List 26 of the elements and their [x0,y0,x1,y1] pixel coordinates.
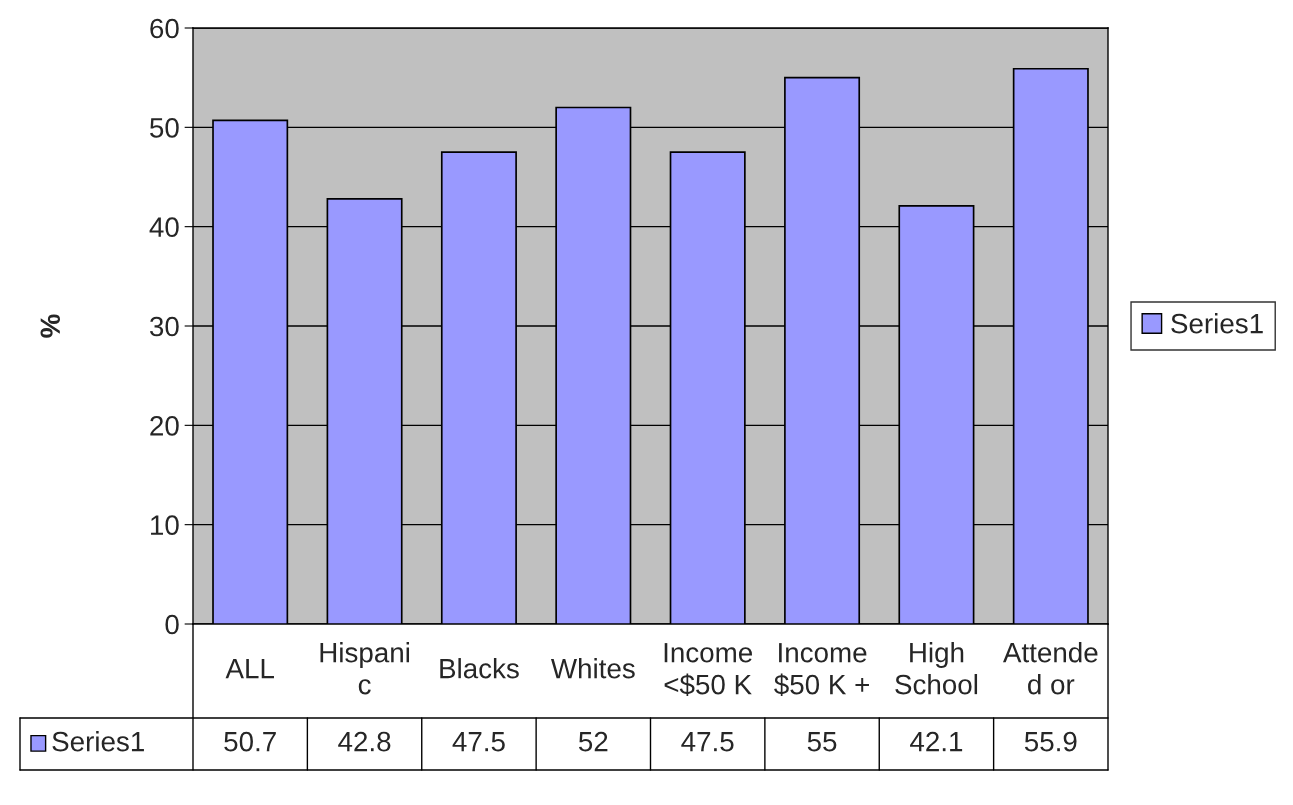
x-tick-label: Hispanic [320,642,410,695]
y-tick-label: 0 [165,614,179,635]
data-label: 42.8 [338,731,391,752]
y-tick-label: 40 [149,217,179,238]
y-tick-label: 20 [150,416,179,436]
x-tick-label: Attended or [1002,642,1098,695]
x-tick-label: Blacks [440,658,519,679]
legend-label: Series1 [1171,313,1263,334]
data-label: 55 [807,732,837,752]
x-tick-label: Income $50 K + [774,643,869,697]
data-label: 47.5 [681,732,734,752]
data-label: 47.5 [452,732,505,752]
data-label: 52 [578,731,608,752]
y-axis-title: % [40,314,61,338]
y-tick-label: 60 [150,18,179,39]
x-tick-label: Whites [550,658,635,679]
y-tick-label: 50 [150,118,179,138]
text: Series1 [52,731,144,752]
x-tick-label: ALL [225,659,274,679]
data-label: 50.7 [224,731,276,752]
data-label: 55.9 [1024,731,1077,752]
y-tick-label: 10 [151,515,179,536]
y-tick-label: 30 [149,316,179,337]
data-label: 42.1 [910,731,963,752]
x-tick-label: High School [895,642,978,695]
x-tick-label: Income <$50 K [664,643,752,697]
